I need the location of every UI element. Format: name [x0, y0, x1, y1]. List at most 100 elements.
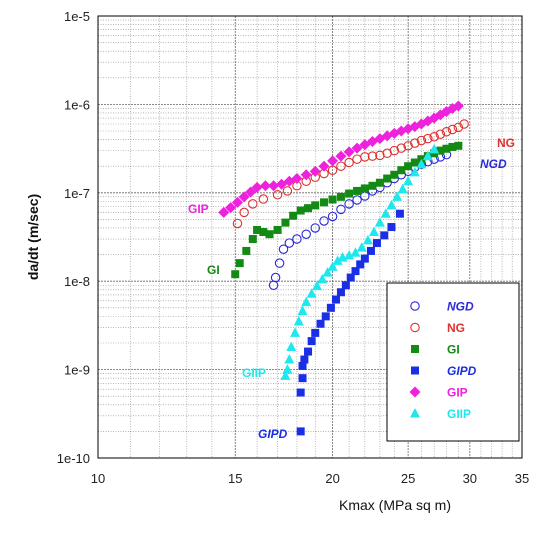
x-tick-label: 10 [91, 471, 105, 486]
data-point [410, 138, 420, 148]
x-tick-label: 15 [228, 471, 242, 486]
data-point [380, 231, 389, 240]
data-point [403, 141, 413, 151]
x-tick-labels: 10 15 20 25 30 35 [91, 471, 529, 486]
data-point [345, 189, 354, 198]
data-point [353, 186, 362, 195]
y-tick-label: 1e-5 [64, 9, 90, 24]
annotation-gi: GI [207, 263, 220, 277]
data-point [301, 229, 311, 239]
x-tick-label: 20 [325, 471, 339, 486]
data-point [375, 150, 385, 161]
data-point [404, 162, 413, 171]
data-point [366, 246, 375, 255]
x-tick-label: 35 [515, 471, 529, 486]
annotation-gip: GIP [188, 202, 209, 216]
data-point [397, 166, 406, 175]
series-layer [218, 100, 469, 436]
data-point [282, 186, 293, 196]
data-point [435, 129, 446, 139]
data-point [386, 199, 397, 210]
data-point [344, 157, 354, 168]
data-point [239, 207, 249, 218]
data-point [375, 178, 384, 187]
data-point [232, 218, 243, 229]
data-point [344, 250, 355, 260]
data-point [335, 150, 347, 162]
annotation-giip: GIIP [242, 366, 266, 380]
data-point [350, 247, 361, 257]
legend-entry-gip: GIP [409, 386, 468, 400]
data-point [311, 201, 320, 210]
y-tick-label: 1e-7 [64, 186, 90, 201]
data-point [321, 312, 330, 321]
data-point [290, 327, 301, 337]
data-point [248, 199, 258, 209]
legend-label: GIP [447, 386, 468, 400]
data-point [327, 261, 338, 271]
data-point [336, 204, 346, 215]
data-point [286, 341, 297, 352]
data-point [360, 152, 370, 162]
y-tick-label: 1e-6 [64, 97, 90, 112]
data-point [304, 204, 313, 213]
legend-marker [411, 366, 419, 375]
data-point [253, 225, 262, 234]
data-point [300, 169, 312, 181]
x-tick-label: 30 [463, 471, 477, 486]
data-point [231, 270, 240, 279]
legend-entry-ng: NG [410, 321, 465, 335]
data-point [328, 195, 337, 204]
data-point [397, 183, 408, 194]
legend-entry-gi: GI [411, 343, 460, 357]
legend-marker [410, 408, 420, 418]
data-point [251, 181, 263, 193]
y-tick-label: 1e-9 [64, 363, 90, 378]
y-axis-title: da/dt (m/sec) [25, 194, 41, 280]
data-point [387, 223, 396, 232]
data-point [231, 196, 243, 208]
data-point [442, 144, 451, 153]
data-point [429, 132, 439, 142]
data-point [278, 244, 289, 254]
data-point [284, 354, 295, 364]
data-point [368, 226, 379, 237]
legend-entry-giip: GIIP [410, 407, 471, 421]
series-gipd [296, 209, 404, 436]
data-point [281, 218, 290, 227]
data-point [307, 337, 316, 346]
data-point [311, 328, 320, 337]
data-point [343, 146, 355, 158]
data-point [396, 143, 407, 153]
data-point [459, 119, 469, 129]
legend-marker [410, 301, 420, 311]
data-point [383, 174, 392, 183]
data-point [293, 316, 304, 326]
data-point [326, 303, 335, 312]
data-point [298, 361, 307, 370]
data-point [320, 198, 329, 207]
data-point [448, 142, 457, 151]
data-point [312, 280, 323, 291]
data-point [336, 192, 345, 201]
data-point [322, 267, 333, 277]
data-point [392, 191, 403, 201]
data-point [344, 199, 354, 209]
data-point [331, 295, 340, 304]
data-point [395, 209, 404, 218]
data-point [298, 374, 307, 383]
data-point [356, 260, 365, 269]
data-point [300, 355, 309, 364]
annotation-ngd: NGD [480, 157, 507, 171]
x-tick-label: 25 [401, 471, 415, 486]
annotation-gipd: GIPD [258, 427, 288, 441]
data-point [346, 273, 355, 282]
data-point [454, 141, 463, 150]
data-point [301, 296, 312, 307]
data-point [403, 175, 414, 186]
legend: NGD NG GI GIPD GIP GIIP [386, 282, 520, 442]
data-point [319, 216, 329, 226]
data-point [402, 123, 414, 135]
y-tick-label: 1e-8 [64, 274, 90, 289]
